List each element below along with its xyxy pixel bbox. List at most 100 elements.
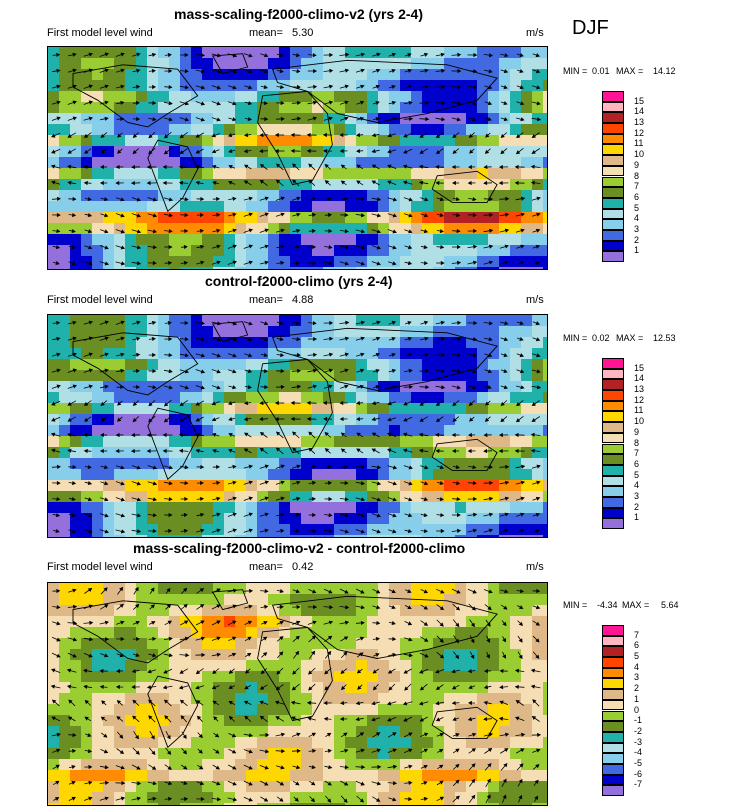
- colorbar-tick-label: 14: [634, 373, 645, 384]
- panel-1-colorbar: 15 14 13 12 11 10 9 8 7 6 5 4 3 2 1: [602, 91, 644, 262]
- colorbar-tick-label: 8: [634, 170, 640, 181]
- wind-vectors: [50, 52, 542, 266]
- colorbar-swatch: [602, 678, 624, 690]
- colorbar-swatch: [602, 229, 624, 241]
- colorbar-swatch: [602, 699, 624, 711]
- colorbar-tick-label: 12: [634, 127, 645, 138]
- colorbar-tick-label: 3: [634, 490, 640, 501]
- colorbar-swatch: [602, 358, 624, 369]
- colorbar-swatch: [602, 667, 624, 679]
- panel-3-min-label: MIN =: [563, 600, 588, 610]
- panel-3-map-svg: [48, 583, 547, 805]
- colorbar-swatch: [602, 240, 624, 252]
- colorbar-tick-label: 5: [634, 651, 640, 662]
- colorbar-swatch: [602, 91, 624, 102]
- colorbar-swatch: [602, 187, 624, 198]
- colorbar-tick-label: 6: [634, 191, 640, 202]
- colorbar-tick-label: 14: [634, 106, 645, 117]
- colorbar-tick-label: 13: [634, 384, 645, 395]
- panel-1-max-label: MAX =: [616, 66, 644, 76]
- colorbar-swatch: [602, 422, 624, 433]
- colorbar-swatch: [602, 144, 624, 156]
- colorbar-swatch: [602, 112, 624, 124]
- colorbar-swatch: [602, 123, 624, 134]
- panel-2-max-value: 12.53: [653, 333, 676, 343]
- panel-1-map: [47, 46, 548, 270]
- colorbar-swatch: [602, 368, 624, 380]
- colorbar-swatch: [602, 475, 624, 487]
- colorbar-swatch: [602, 101, 624, 113]
- colorbar-tick-label: -6: [634, 768, 643, 779]
- colorbar-tick-label: 4: [634, 661, 640, 672]
- panel-1-title: mass-scaling-f2000-climo-v2 (yrs 2-4): [174, 6, 423, 22]
- panel-2-variable-label: First model level wind: [47, 294, 153, 306]
- colorbar-tick-label: -7: [634, 779, 643, 790]
- panel-3-max-value: 5.64: [661, 600, 679, 610]
- colorbar-swatch: [602, 721, 624, 732]
- panel-3-units: m/s: [526, 561, 544, 573]
- colorbar-swatch: [602, 176, 624, 188]
- colorbar-tick-label: 6: [634, 458, 640, 469]
- colorbar-tick-label: 2: [634, 234, 640, 245]
- panel-3-map: [47, 582, 548, 806]
- panel-2-map: [47, 314, 548, 538]
- colorbar-swatch: [602, 710, 624, 722]
- panel-2-max-label: MAX =: [616, 333, 644, 343]
- colorbar-swatch: [602, 646, 624, 658]
- panel-2-colorbar: 15 14 13 12 11 10 9 8 7 6 5 4 3 2 1: [602, 358, 644, 529]
- colorbar-tick-label: 1: [634, 693, 640, 704]
- colorbar-swatch: [602, 400, 624, 412]
- colorbar-tick-label: 10: [634, 149, 645, 160]
- colorbar-swatch: [602, 763, 624, 775]
- panel-3-colorbar: 7 6 5 4 3 2 1 0 -1 -2 -3 -4 -5 -6 -7: [602, 625, 642, 796]
- colorbar-tick-label: 3: [634, 672, 640, 683]
- wind-speed-field: [48, 583, 547, 805]
- colorbar-tick-label: 9: [634, 159, 640, 170]
- panel-1-variable-label: First model level wind: [47, 27, 153, 39]
- colorbar-swatch: [602, 390, 624, 401]
- colorbar-tick-label: 4: [634, 213, 640, 224]
- panel-1-mean-label: mean=: [249, 27, 283, 39]
- panel-3-mean-value: 0.42: [292, 561, 314, 573]
- panel-3-variable-label: First model level wind: [47, 561, 153, 573]
- colorbar-tick-label: 7: [634, 448, 640, 459]
- panel-2-mean-label: mean=: [249, 294, 283, 306]
- colorbar-swatch: [602, 165, 624, 177]
- colorbar-tick-label: 15: [634, 362, 645, 373]
- panel-1-map-svg: [48, 47, 547, 269]
- colorbar-swatch: [602, 208, 624, 220]
- panel-2-min-label: MIN =: [563, 333, 588, 343]
- colorbar-swatch: [602, 496, 624, 508]
- colorbar-swatch: [602, 753, 624, 764]
- coastlines: [72, 589, 498, 749]
- colorbar-swatch: [602, 432, 624, 444]
- colorbar-tick-label: 2: [634, 501, 640, 512]
- colorbar-swatch: [602, 155, 624, 166]
- colorbar-swatch: [602, 379, 624, 391]
- colorbar-tick-label: 15: [634, 95, 645, 106]
- colorbar-swatch: [602, 742, 624, 754]
- colorbar-swatch: [602, 518, 624, 529]
- panel-3-min-value: -4.34: [597, 600, 618, 610]
- colorbar-swatch: [602, 785, 624, 796]
- colorbar-tick-label: 1: [634, 245, 640, 256]
- colorbar-tick-label: -3: [634, 736, 643, 747]
- colorbar-swatch: [602, 486, 624, 497]
- colorbar-swatch: [602, 197, 624, 209]
- panel-2-units: m/s: [526, 294, 544, 306]
- colorbar-tick-label: 11: [634, 138, 644, 149]
- colorbar-swatch: [602, 635, 624, 647]
- colorbar-swatch: [602, 219, 624, 230]
- colorbar-swatch: [602, 464, 624, 476]
- panel-3-mean-label: mean=: [249, 561, 283, 573]
- colorbar-swatch: [602, 454, 624, 465]
- colorbar-tick-label: 7: [634, 181, 640, 192]
- colorbar-tick-label: 3: [634, 223, 640, 234]
- colorbar-tick-label: 10: [634, 416, 645, 427]
- colorbar-tick-label: -2: [634, 725, 643, 736]
- colorbar-tick-label: -4: [634, 747, 643, 758]
- wind-vectors: [50, 586, 542, 804]
- wind-vectors: [50, 320, 542, 534]
- colorbar-tick-label: -1: [634, 715, 643, 726]
- colorbar-swatch: [602, 133, 624, 145]
